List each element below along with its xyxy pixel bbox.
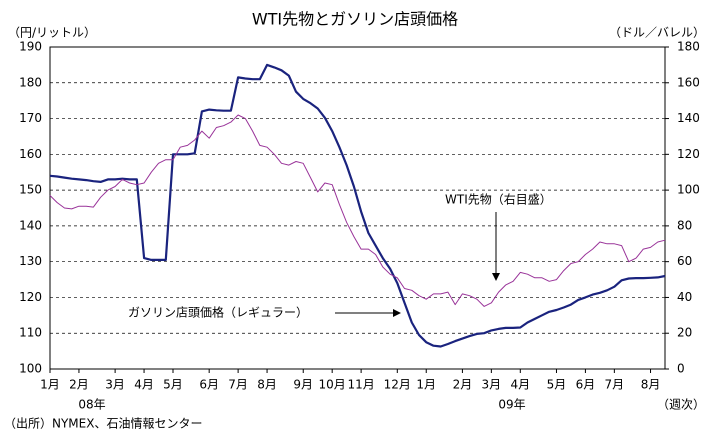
y2-tick-label: 120 (677, 147, 700, 161)
x-tick-label: 11月 (347, 378, 374, 392)
x-tick-label: 3月 (105, 378, 125, 392)
y-tick-label: 190 (19, 40, 42, 54)
y-tick-label: 160 (19, 147, 42, 161)
y2-tick-label: 0 (677, 362, 685, 376)
series-line (49, 63, 666, 348)
x-tick-label: 2月 (69, 378, 89, 392)
y2-tick-label: 80 (677, 218, 692, 232)
x-tick-label: 6月 (199, 378, 219, 392)
x-tick-label: 8月 (257, 378, 277, 392)
y-tick-label: 120 (19, 290, 42, 304)
chart-title: WTI先物とガソリン店頭価格 (252, 10, 458, 29)
x-tick-label: 1月 (416, 378, 436, 392)
x-tick-label: 4月 (134, 378, 154, 392)
series-line (49, 114, 666, 307)
y-tick-label: 130 (19, 254, 42, 268)
y-tick-label: 110 (19, 326, 42, 340)
x-tick-label: 7月 (228, 378, 248, 392)
x-tick-label: 1月 (40, 378, 60, 392)
x-tick-label: 3月 (482, 378, 502, 392)
x-tick-label: 4月 (510, 378, 530, 392)
source: （出所）NYMEX、石油情報センター (4, 417, 202, 431)
x-unit: （週次） (657, 398, 705, 412)
y-tick-label: 170 (19, 111, 42, 125)
x-tick-label: 5月 (163, 378, 183, 392)
x-tick-label: 9月 (293, 378, 313, 392)
annotation: ガソリン店頭価格（レギュラー） (128, 305, 308, 320)
year-label: 09年 (498, 398, 525, 412)
x-tick-label: 2月 (453, 378, 473, 392)
y-tick-label: 180 (19, 75, 42, 89)
y-tick-label: 100 (19, 362, 42, 376)
x-tick-label: 7月 (605, 378, 625, 392)
year-label: 08年 (78, 398, 105, 412)
y-axis-label: （円/リットル） (8, 26, 96, 40)
y2-tick-label: 60 (677, 254, 692, 268)
x-tick-label: 12月 (384, 378, 411, 392)
y-tick-label: 150 (19, 183, 42, 197)
x-tick-label: 6月 (576, 378, 596, 392)
y-tick-label: 140 (19, 218, 42, 232)
y2-axis-label: （ドル／バレル） (609, 26, 705, 40)
x-tick-label: 5月 (547, 378, 567, 392)
y2-tick-label: 180 (677, 40, 700, 54)
y2-tick-label: 100 (677, 183, 700, 197)
y2-tick-label: 40 (677, 290, 692, 304)
plot-frame (49, 46, 666, 370)
x-tick-label: 10月 (319, 378, 346, 392)
y2-tick-label: 140 (677, 111, 700, 125)
x-tick-label: 8月 (641, 378, 661, 392)
y2-tick-label: 20 (677, 326, 692, 340)
y2-tick-label: 160 (677, 75, 700, 89)
annotation: WTI先物（右目盛） (445, 192, 552, 207)
